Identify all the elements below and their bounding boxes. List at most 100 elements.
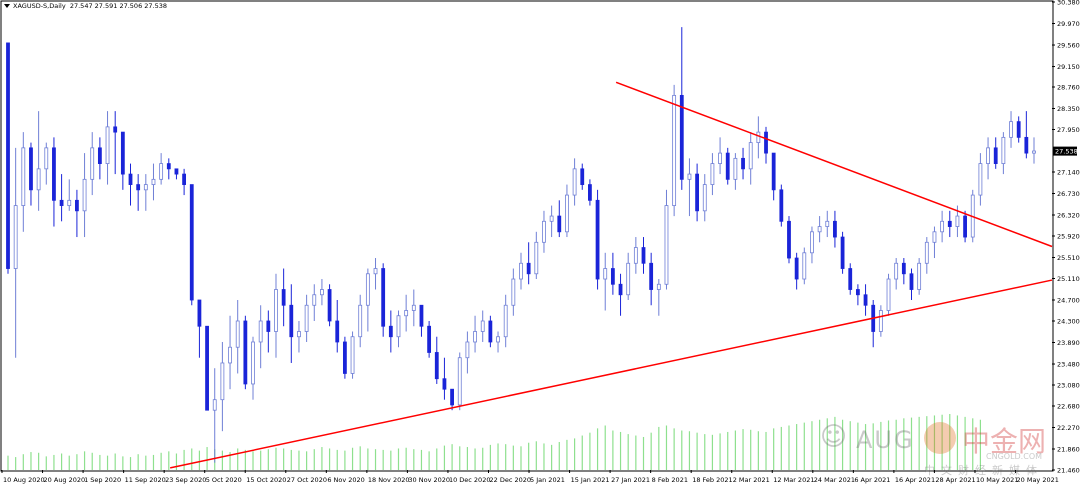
candle-body — [802, 252, 807, 280]
candle-body — [29, 147, 33, 191]
candle-body — [725, 152, 730, 180]
candle-body — [388, 325, 393, 338]
candle-body — [82, 178, 87, 212]
candle-body — [320, 289, 324, 296]
x-tick-label: 20 May 2021 — [1017, 476, 1059, 484]
candle-body — [718, 152, 722, 164]
y-tick-label: 29.970 — [1057, 20, 1080, 28]
candle-body — [610, 268, 615, 285]
candle-body — [189, 184, 194, 301]
x-tick-label: 15 Oct 2020 — [246, 476, 286, 484]
candle-body — [281, 289, 286, 306]
candle-body — [733, 157, 738, 180]
candle-body — [220, 362, 225, 401]
candle-body — [274, 289, 278, 332]
x-tick-label: 11 Sep 2020 — [125, 476, 166, 484]
x-tick-label: 18 Feb 2021 — [692, 476, 732, 484]
trendline-upper[interactable] — [615, 81, 1053, 248]
candle-body — [978, 163, 983, 196]
x-tick-label: 27 Jan 2021 — [611, 476, 650, 484]
candlesticks — [6, 27, 1036, 463]
candle-body — [496, 336, 500, 343]
candle-body — [963, 215, 967, 238]
x-tick-label: 12 Mar 2021 — [773, 476, 814, 484]
candle-body — [863, 294, 868, 306]
candle-body — [633, 247, 638, 264]
candle-body — [679, 94, 684, 180]
candle-body — [90, 147, 95, 180]
candle-body — [228, 346, 232, 364]
candle-body — [649, 262, 654, 290]
candle-body — [687, 173, 692, 180]
candle-body — [1024, 136, 1029, 154]
x-tick-label: 6 Apr 2021 — [854, 476, 890, 484]
watermark-cjk: 中金网 — [962, 425, 1047, 458]
candle-body — [243, 320, 248, 385]
x-tick-label: 15 Jan 2021 — [571, 476, 610, 484]
chart-header: XAGUSD-S,Daily 27.547 27.591 27.506 27.5… — [4, 2, 167, 10]
candle-body — [794, 257, 799, 280]
candle-body — [251, 341, 255, 385]
candle-body — [473, 331, 477, 343]
y-tick-label: 21.860 — [1057, 446, 1080, 454]
watermark-sub: 中文财经新媒体 — [924, 464, 1043, 477]
candle-body — [411, 304, 416, 311]
y-tick-label: 21.460 — [1057, 467, 1080, 475]
candle-body — [947, 220, 952, 227]
candle-body — [932, 231, 937, 243]
candle-body — [503, 304, 508, 338]
candle-body — [143, 184, 148, 191]
candle-body — [97, 147, 102, 164]
candle-body — [833, 220, 837, 238]
y-tick-label: 29.560 — [1057, 42, 1080, 50]
candle-body — [771, 152, 776, 191]
candle-body — [373, 268, 378, 275]
y-tick-label: 23.080 — [1057, 382, 1080, 390]
candle-body — [603, 268, 608, 280]
x-tick-label: 10 May 2021 — [976, 476, 1018, 484]
candle-body — [235, 320, 240, 348]
candle-body — [205, 325, 209, 411]
x-tick-label: 22 Dec 2020 — [489, 476, 531, 484]
y-tick-label: 27.140 — [1057, 168, 1080, 176]
candle-body — [565, 194, 569, 233]
ohlc-readout: 27.547 27.591 27.506 27.538 — [69, 2, 168, 10]
candle-body — [580, 168, 585, 185]
candle-body — [67, 199, 72, 206]
symbol-label: XAGUSD-S,Daily — [13, 2, 66, 10]
candle-body — [419, 304, 424, 327]
y-tick-label: 26.730 — [1057, 190, 1080, 198]
y-tick-label: 25.510 — [1057, 254, 1080, 262]
candle-body — [21, 147, 26, 206]
candle-body — [710, 163, 715, 185]
trendline-lower[interactable] — [170, 279, 1053, 469]
dropdown-triangle-icon[interactable] — [4, 4, 10, 8]
x-tick-label: 27 Oct 2020 — [287, 476, 327, 484]
x-tick-label: 16 Apr 2021 — [895, 476, 935, 484]
candle-body — [36, 168, 41, 191]
candle-body — [120, 131, 125, 175]
candle-body — [641, 247, 646, 264]
candle-body — [656, 283, 661, 290]
candle-body — [519, 262, 523, 280]
candle-body — [75, 199, 79, 212]
candle-body — [358, 304, 363, 338]
x-tick-label: 18 Nov 2020 — [368, 476, 410, 484]
candle-body — [174, 168, 179, 175]
price-tag-label: 27.538 — [1055, 148, 1078, 156]
candle-body — [787, 220, 791, 259]
candle-body — [810, 231, 814, 254]
candle-body — [266, 320, 271, 332]
current-price-tag: 27.538 — [1053, 146, 1078, 156]
y-tick-label: 25.920 — [1057, 233, 1080, 241]
x-tick-label: 6 Nov 2020 — [327, 476, 365, 484]
candle-body — [327, 289, 332, 322]
candle-body — [450, 388, 454, 406]
candle-body — [840, 236, 845, 269]
y-tick-label: 30.380 — [1057, 0, 1080, 7]
candle-body — [909, 273, 914, 290]
candle-body — [993, 147, 998, 164]
candle-body — [817, 226, 822, 233]
